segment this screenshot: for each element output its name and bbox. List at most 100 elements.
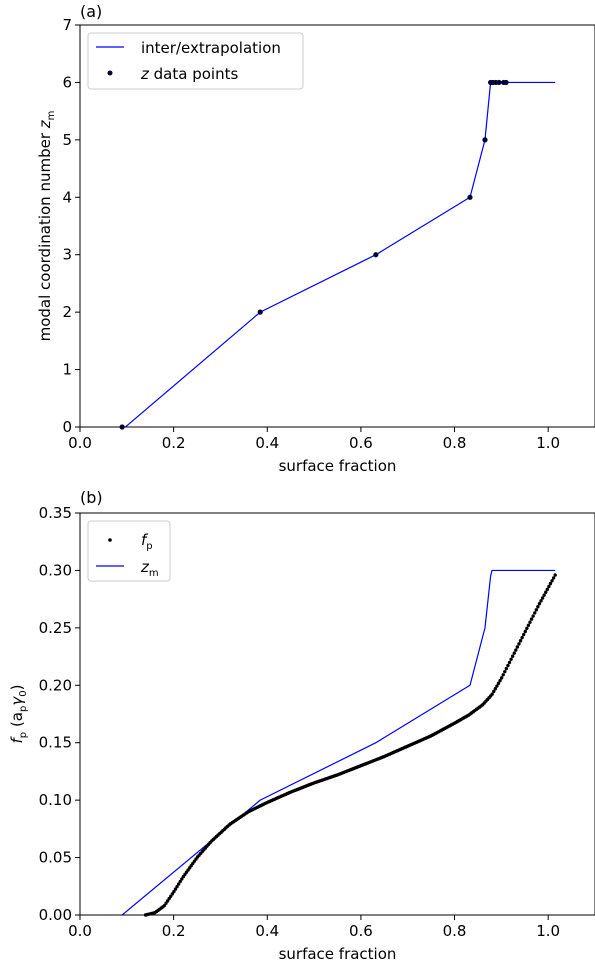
- fp-data-point: [544, 590, 548, 594]
- y-tick-label-b: 0.35: [39, 504, 72, 522]
- fp-data-point: [176, 882, 181, 886]
- plot-frame-a: [79, 24, 595, 428]
- fp-data-point: [529, 617, 534, 621]
- fp-data-point: [173, 887, 178, 891]
- fp-data-point: [507, 660, 512, 665]
- panel-b-label: (b): [80, 488, 103, 507]
- y-tick-label-a: 0: [62, 418, 72, 436]
- fp-data-point: [533, 611, 537, 615]
- x-axis-label-b: surface fraction: [279, 945, 397, 963]
- panel-a: (a) 0.0 0.2 0.4 0.6 0.8 1.0 0 1 2 3 4 5 6 7 surface f…: [36, 2, 595, 475]
- fp-data-point: [490, 692, 494, 696]
- fp-data-point: [553, 573, 557, 577]
- fp-data-point: [178, 879, 182, 884]
- x-tick-label-a: 0.4: [255, 434, 279, 452]
- fp-data-point: [520, 635, 524, 640]
- y-tick-label-a: 7: [62, 16, 72, 34]
- fp-data-point: [525, 626, 529, 631]
- x-tick-label-b: 0.0: [68, 922, 92, 940]
- legend-points-swatch-a: [107, 70, 113, 76]
- z-data-point: [496, 79, 502, 86]
- fp-data-point: [493, 687, 498, 691]
- y-tick-label-b: 0.10: [39, 791, 72, 809]
- fp-data-point: [545, 587, 550, 592]
- y-axis-label-a: modal coordination number zm: [36, 111, 57, 342]
- y-tick-label-b: 0.00: [39, 906, 72, 924]
- z-data-point: [467, 194, 473, 200]
- y-tick-label-b: 0.15: [39, 734, 72, 752]
- fp-data-point: [547, 584, 551, 589]
- y-tick-label-a: 3: [62, 246, 72, 264]
- interpolation-line: [125, 81, 556, 428]
- fp-data-point: [501, 673, 505, 677]
- plot-area-b: 0.0 0.2 0.4 0.6 0.8 1.0 0.00 0.05 0.10 0.15 0.20 0.…: [39, 504, 561, 940]
- legend-fp-swatch-b: [108, 538, 112, 542]
- y-tick-label-b: 0.25: [39, 619, 72, 637]
- legend-a: inter/extrapolation z data points: [87, 32, 304, 90]
- y-tick-label-b: 0.05: [39, 849, 72, 867]
- z-data-point: [373, 252, 379, 258]
- y-tick-label-b: 0.20: [39, 676, 72, 694]
- x-tick-label-a: 1.0: [536, 434, 560, 452]
- legend-b: fp zm: [87, 520, 171, 582]
- fp-data-point: [172, 889, 176, 894]
- fp-data-point: [518, 639, 523, 643]
- panel-b: (b) 0.0 0.2 0.4 0.6 0.8 1.00.000.050.100.150.…: [8, 488, 595, 963]
- y-tick-label-a: 6: [62, 73, 72, 91]
- x-tick-label-b: 0.6: [349, 922, 373, 940]
- legend-box-a: [87, 32, 304, 90]
- fp-data-point: [531, 614, 535, 618]
- fp-data-point: [498, 678, 502, 683]
- fp-data-point: [528, 620, 532, 624]
- z-data-point: [503, 79, 509, 86]
- fp-data-point: [495, 684, 499, 688]
- z-data-point: [257, 309, 263, 315]
- fp-data-point: [548, 581, 553, 586]
- x-tick-label-b: 0.8: [443, 922, 467, 940]
- fp-data-point: [540, 596, 545, 600]
- fp-data-point: [534, 608, 538, 612]
- fp-data-point: [542, 593, 546, 597]
- fp-data-point: [510, 654, 515, 658]
- legend-points-label-a: z data points: [140, 65, 238, 83]
- legend-zm-label-b: zm: [140, 558, 159, 579]
- y-axis-label-b: fp (apγ0): [8, 685, 29, 744]
- y-tick-label-b: 0.30: [39, 561, 72, 579]
- x-axis-label-a: surface fraction: [279, 457, 397, 475]
- fp-data-point: [551, 576, 556, 580]
- fp-data-point: [509, 657, 513, 662]
- fp-data-point: [526, 623, 531, 627]
- fp-data-point: [539, 599, 543, 603]
- x-tick-label-b: 0.2: [162, 922, 186, 940]
- x-tick-label-a: 0.2: [162, 434, 186, 452]
- legend-line-label-a: inter/extrapolation: [141, 39, 281, 57]
- fp-data-point: [504, 666, 509, 671]
- fp-data-point: [550, 579, 554, 583]
- zm-line: [121, 569, 556, 916]
- fp-data-point: [180, 877, 184, 881]
- x-tick-label-a: 0.6: [349, 434, 373, 452]
- fp-data-point: [536, 605, 540, 609]
- panel-a-label: (a): [80, 2, 102, 21]
- fp-data-point: [517, 642, 521, 646]
- z-data-point: [482, 137, 488, 143]
- y-tick-label-a: 2: [62, 303, 72, 321]
- plot-area-a: 0.0 0.2 0.4 0.6 0.8 1.0 0 1 2 3 4 5 6 7: [62, 16, 560, 452]
- fp-data-point: [506, 663, 510, 668]
- y-tick-label-a: 1: [62, 361, 72, 379]
- fp-data-point: [523, 629, 527, 634]
- x-tick-label-a: 0.0: [68, 434, 92, 452]
- y-tick-label-a: 5: [62, 131, 72, 149]
- fp-data-point: [515, 645, 520, 649]
- fp-data-point: [537, 602, 542, 606]
- fp-data-point: [514, 648, 518, 652]
- fp-data-point: [175, 884, 179, 889]
- fp-data-point: [512, 651, 516, 655]
- x-tick-label-a: 0.8: [443, 434, 467, 452]
- fp-data-point: [499, 676, 504, 680]
- fp-data-point: [492, 689, 496, 694]
- fp-data-point: [503, 669, 507, 674]
- fp-data-point: [496, 681, 501, 686]
- fp-data-point: [521, 632, 526, 637]
